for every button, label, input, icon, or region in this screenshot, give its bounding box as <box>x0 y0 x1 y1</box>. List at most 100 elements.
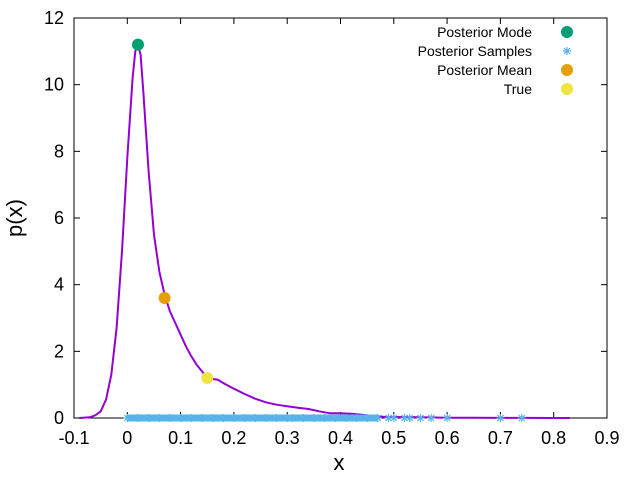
plot-border <box>73 17 608 419</box>
sample-stroke <box>230 414 238 422</box>
legend-label-mode: Posterior Mode <box>437 24 532 40</box>
y-tick-label: 2 <box>54 341 64 361</box>
sample-stroke <box>198 414 206 422</box>
x-axis: -0.1 0 0.1 0.2 0.3 0.4 0.5 0.6 0.7 0.8 0.9 <box>58 18 620 448</box>
marker-mean <box>158 292 171 304</box>
y-tick-label: 0 <box>54 408 64 428</box>
sample-stroke <box>427 414 435 422</box>
point-markers-group <box>131 38 214 384</box>
x-tick-label: 0.3 <box>275 428 300 448</box>
y-axis-label: p(x) <box>2 199 27 237</box>
posterior-sample-point <box>352 414 361 422</box>
posterior-sample-point <box>443 414 452 422</box>
y-tick-label: 10 <box>44 75 64 95</box>
posterior-sample-point <box>405 414 414 422</box>
posterior-sample-point <box>176 414 185 422</box>
posterior-sample-point <box>517 414 526 422</box>
posterior-samples-group <box>123 414 526 422</box>
sample-stroke <box>310 414 318 422</box>
x-tick-label: 0.2 <box>221 428 246 448</box>
posterior-sample-point <box>165 414 174 422</box>
x-tick-label: -0.1 <box>58 428 89 448</box>
posterior-sample-point <box>272 414 281 422</box>
posterior-sample-point <box>144 414 153 422</box>
sample-stroke <box>289 414 296 422</box>
y-tick-label: 6 <box>54 208 64 228</box>
posterior-sample-point <box>261 414 270 422</box>
sample-stroke <box>219 414 227 422</box>
x-tick-label: 0 <box>122 428 132 448</box>
sample-stroke <box>331 414 339 422</box>
sample-stroke <box>406 414 414 422</box>
y-tick-label: 8 <box>54 141 64 161</box>
density-curve-group <box>79 41 570 419</box>
marker-mode <box>131 38 144 51</box>
sample-stroke <box>262 414 270 422</box>
posterior-sample-point <box>341 414 350 422</box>
legend-marker-true <box>561 83 573 95</box>
sample-stroke <box>145 414 153 422</box>
legend-stroke <box>563 47 571 55</box>
sample-stroke <box>155 414 163 422</box>
posterior-sample-point <box>133 414 142 422</box>
posterior-sample-point <box>299 414 308 422</box>
sample-stroke <box>390 414 398 422</box>
x-tick-label: 0.8 <box>541 428 566 448</box>
posterior-sample-point <box>389 414 398 422</box>
posterior-sample-point <box>123 414 132 422</box>
x-tick-label: 0.6 <box>435 428 460 448</box>
posterior-sample-point <box>496 414 505 422</box>
sample-stroke <box>401 414 408 422</box>
sample-stroke <box>417 414 424 422</box>
x-tick-label: 0.4 <box>328 428 353 448</box>
sample-stroke <box>187 414 195 422</box>
legend-marker-mode <box>561 26 573 38</box>
legend-label-mean: Posterior Mean <box>437 62 532 78</box>
posterior-sample-point <box>288 414 297 422</box>
posterior-sample-point <box>187 414 196 422</box>
sample-stroke <box>443 414 451 422</box>
y-axis: 0 2 4 6 8 10 12 <box>44 8 607 428</box>
legend-marker-mean <box>561 64 573 76</box>
sample-stroke <box>241 414 248 422</box>
posterior-sample-point <box>208 414 217 422</box>
posterior-sample-point <box>384 414 393 422</box>
posterior-sample-point <box>155 414 164 422</box>
posterior-sample-point <box>229 414 238 422</box>
x-tick-label: 0.1 <box>168 428 193 448</box>
sample-stroke <box>273 414 280 422</box>
x-tick-label: 0.5 <box>381 428 406 448</box>
sample-stroke <box>283 414 291 422</box>
y-tick-label: 4 <box>54 275 64 295</box>
sample-stroke <box>299 414 307 422</box>
sample-stroke <box>363 414 371 422</box>
legend-label-samples: Posterior Samples <box>418 43 532 59</box>
sample-stroke <box>385 414 392 422</box>
sample-stroke <box>177 414 185 422</box>
sample-stroke <box>374 414 382 422</box>
posterior-sample-point <box>427 414 436 422</box>
sample-stroke <box>123 414 131 422</box>
posterior-sample-point <box>197 414 206 422</box>
sample-stroke <box>166 414 174 422</box>
sample-stroke <box>251 414 259 422</box>
sample-stroke <box>134 414 142 422</box>
x-tick-label: 0.9 <box>594 428 619 448</box>
posterior-sample-point <box>363 414 372 422</box>
legend: Posterior Mode Posterior Samples Posterior… <box>418 24 573 97</box>
density-curve <box>79 41 570 419</box>
sample-stroke <box>342 414 350 422</box>
posterior-sample-point <box>400 414 409 422</box>
legend-label-true: True <box>504 81 532 97</box>
sample-stroke <box>209 414 217 422</box>
sample-stroke <box>321 414 328 422</box>
plot-frame <box>73 17 608 419</box>
x-axis-label: x <box>334 450 345 475</box>
marker-true <box>201 372 214 384</box>
posterior-sample-point <box>240 414 249 422</box>
posterior-sample-point <box>219 414 228 422</box>
sample-stroke <box>353 414 360 422</box>
posterior-sample-point <box>320 414 329 422</box>
sample-stroke <box>518 414 526 422</box>
